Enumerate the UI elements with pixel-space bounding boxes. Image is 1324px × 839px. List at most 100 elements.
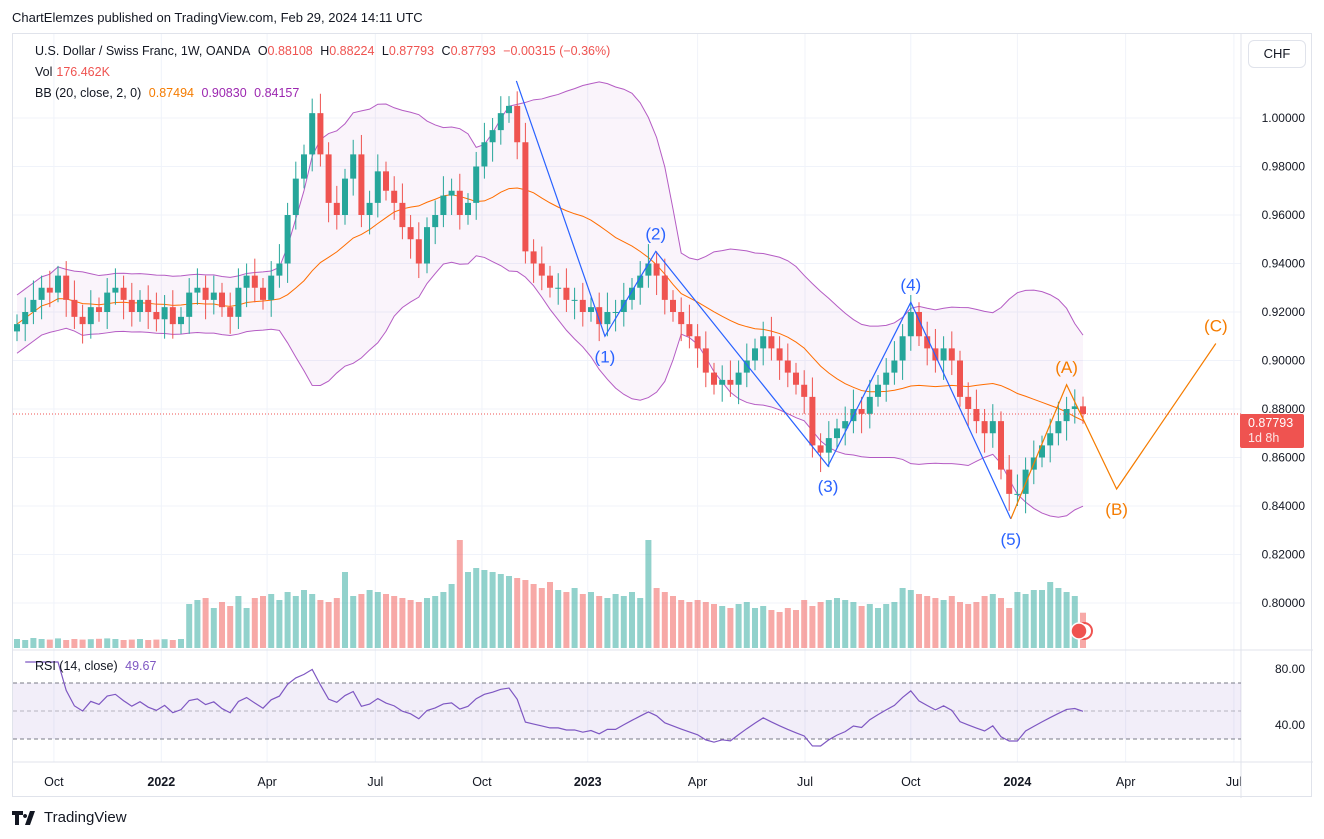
- candle-body: [251, 275, 258, 288]
- elliott-impulse-label: (2): [645, 224, 666, 243]
- candle-body: [292, 178, 299, 215]
- volume-bar: [670, 596, 676, 648]
- volume-bar: [743, 602, 750, 648]
- candle-body: [145, 299, 152, 312]
- volume-bar: [899, 588, 906, 648]
- elliott-impulse-label: (4): [900, 275, 921, 294]
- volume-bar: [555, 590, 562, 648]
- candle-body: [202, 287, 209, 300]
- candle-body: [834, 428, 840, 439]
- candle-body: [399, 202, 406, 228]
- volume-bar: [514, 578, 521, 648]
- candle-body: [735, 372, 742, 385]
- last-price-value: 0.87793: [1248, 416, 1294, 430]
- volume-bar: [801, 600, 808, 648]
- candle-body: [842, 421, 849, 429]
- candle-body: [989, 421, 996, 434]
- candle-body: [104, 292, 111, 312]
- candle-body: [1039, 445, 1045, 458]
- candle-body: [727, 379, 734, 385]
- chart-canvas[interactable]: 0.80000 0.82000 0.84000 0.86000 0.88000 0.900…: [13, 34, 1313, 798]
- volume-bar: [916, 594, 922, 648]
- tradingview-logo-icon: [12, 810, 35, 825]
- open-value: 0.88108: [267, 44, 313, 58]
- bb-lower-line: [16, 255, 1084, 518]
- candle-body: [424, 227, 430, 264]
- candle-body: [957, 360, 963, 397]
- volume-bar: [145, 640, 152, 648]
- volume-bar: [22, 640, 29, 648]
- candle-body: [481, 142, 488, 167]
- volume-bar: [112, 639, 119, 648]
- volume-bar: [596, 596, 603, 648]
- candle-body: [571, 299, 578, 301]
- candle-body: [809, 396, 816, 446]
- volume-bar: [1006, 608, 1013, 648]
- volume-bar: [588, 592, 594, 648]
- candle-body: [555, 287, 562, 289]
- candle-body: [268, 275, 275, 300]
- volume-bar: [333, 598, 340, 648]
- volume-legend[interactable]: Vol 176.462K: [35, 65, 114, 79]
- elliott-corrective-label: (C): [1204, 317, 1228, 336]
- candle-body: [178, 316, 184, 325]
- candle-body: [752, 348, 758, 361]
- candle-body: [391, 190, 398, 203]
- volume-bar: [735, 604, 742, 648]
- volume-bar: [563, 592, 570, 648]
- candle-body: [333, 202, 340, 215]
- candle-body: [497, 113, 504, 131]
- candle-body: [924, 336, 931, 349]
- time-tick-label: 2023: [574, 775, 602, 789]
- volume-bar: [169, 640, 176, 648]
- candle-body: [998, 421, 1004, 470]
- time-tick-label: Apr: [688, 775, 707, 789]
- change-value: −0.00315 (−0.36%): [503, 44, 611, 58]
- candle-body: [866, 396, 873, 414]
- volume-bar: [30, 638, 37, 648]
- volume-bar: [784, 608, 791, 648]
- candle-body: [670, 299, 676, 312]
- chart-frame[interactable]: 0.80000 0.82000 0.84000 0.86000 0.88000 0.900…: [12, 33, 1313, 798]
- symbol-title[interactable]: U.S. Dollar / Swiss Franc, 1W, OANDA: [35, 44, 251, 58]
- volume-bar: [440, 592, 447, 648]
- volume-bar: [38, 639, 45, 648]
- volume-bar: [1014, 592, 1021, 648]
- candle-body: [456, 190, 463, 215]
- price-tick-label: 0.88000: [1262, 402, 1306, 416]
- symbol-legend: U.S. Dollar / Swiss Franc, 1W, OANDA O0.…: [35, 44, 614, 58]
- candle-body: [817, 445, 824, 453]
- volume-bar: [415, 602, 422, 648]
- volume-bar: [940, 600, 947, 648]
- volume-bar: [932, 598, 939, 648]
- volume-bar: [850, 602, 857, 648]
- candle-body: [366, 202, 373, 215]
- candle-body: [1006, 469, 1013, 494]
- candle-body: [776, 348, 783, 361]
- currency-button[interactable]: CHF: [1248, 40, 1306, 68]
- volume-bar: [87, 639, 94, 648]
- rsi-legend[interactable]: RSI (14, close) 49.67: [35, 659, 160, 673]
- price-tick-label: 0.82000: [1262, 548, 1306, 562]
- volume-bar: [866, 604, 873, 648]
- volume-bar: [686, 602, 693, 648]
- candle-body: [514, 105, 521, 143]
- volume-bar: [702, 602, 709, 648]
- volume-bar: [1022, 594, 1029, 648]
- candle-body: [14, 324, 20, 332]
- volume-bar: [202, 598, 209, 648]
- bb-legend[interactable]: BB (20, close, 2, 0) 0.87494 0.90830 0.8…: [35, 86, 303, 100]
- elliott-impulse-label: (5): [1000, 530, 1021, 549]
- tradingview-logo[interactable]: TradingView: [12, 809, 127, 826]
- volume-bar: [366, 590, 373, 648]
- candle-body: [153, 312, 160, 320]
- volume-bar: [538, 588, 545, 648]
- candle-body: [719, 379, 726, 385]
- price-tick-label: 0.94000: [1262, 257, 1306, 271]
- price-tick-label: 0.80000: [1262, 596, 1306, 610]
- candle-body: [374, 171, 381, 203]
- candle-body: [358, 154, 365, 215]
- volume-bar: [727, 608, 734, 648]
- volume-bar: [481, 570, 488, 648]
- candle-body: [235, 287, 242, 317]
